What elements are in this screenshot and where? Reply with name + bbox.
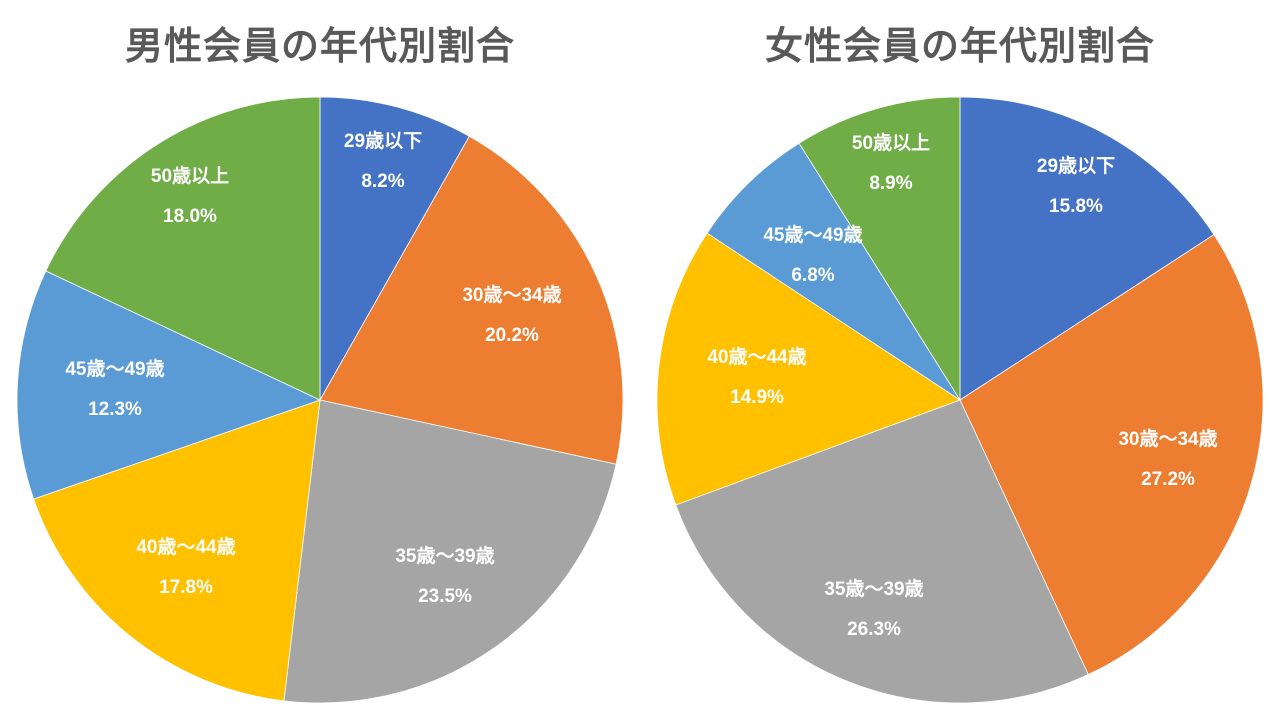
pie-slice-45-49 — [16, 270, 322, 500]
female-label-50-over: 50歳以上 8.9% — [852, 124, 930, 204]
slice-category: 29歳以下 — [343, 131, 423, 152]
slice-value: 6.8% — [791, 265, 835, 286]
slice-category: 35歳～39歳 — [824, 579, 924, 600]
slice-category: 40歳～44歳 — [136, 537, 236, 558]
female-pie-chart: 女性会員の年代別割合 29歳以下 15.8% 30歳～34歳 27.2% 35歳～3… — [640, 0, 1280, 720]
slice-value: 23.5% — [418, 586, 472, 607]
slice-value: 18.0% — [163, 206, 217, 227]
slice-category: 45歳～49歳 — [65, 359, 165, 380]
slice-category: 45歳～49歳 — [763, 225, 863, 246]
pie-slice-29 — [319, 96, 470, 402]
slice-category: 35歳～39歳 — [395, 546, 495, 567]
slice-value: 8.9% — [869, 173, 913, 194]
female-label-40-44: 40歳～44歳 14.9% — [707, 338, 806, 418]
pie-slice-29 — [959, 96, 1215, 401]
pie-slice-35-39 — [675, 399, 1089, 704]
pie-slice-50 — [45, 96, 321, 401]
pie-slice-50 — [798, 96, 961, 402]
slice-category: 40歳～44歳 — [707, 347, 807, 368]
slice-value: 8.2% — [361, 171, 405, 192]
slice-value: 12.3% — [88, 399, 142, 420]
slice-value: 27.2% — [1141, 469, 1195, 490]
male-label-35-39: 35歳～39歳 23.5% — [395, 537, 494, 617]
pie-slice-40-44 — [656, 232, 961, 506]
slice-category: 30歳～34歳 — [462, 285, 562, 306]
slice-value: 20.2% — [485, 325, 539, 346]
female-pie-svg — [656, 96, 1264, 704]
slice-value: 14.9% — [730, 387, 784, 408]
male-label-50-over: 50歳以上 18.0% — [151, 157, 229, 237]
slice-value: 15.8% — [1049, 196, 1103, 217]
male-label-45-49: 45歳～49歳 12.3% — [65, 350, 164, 430]
pie-slice-30-34 — [319, 135, 624, 465]
slice-category: 50歳以上 — [150, 166, 230, 187]
male-label-29-under: 29歳以下 8.2% — [344, 122, 422, 202]
pie-slice-40-44 — [33, 399, 321, 702]
male-label-40-44: 40歳～44歳 17.8% — [136, 528, 235, 608]
female-label-45-49: 45歳～49歳 6.8% — [763, 216, 862, 296]
slice-category: 50歳以上 — [851, 133, 931, 154]
female-chart-title: 女性会員の年代別割合 — [764, 24, 1155, 68]
male-chart-title: 男性会員の年代別割合 — [124, 24, 515, 68]
male-pie-svg — [16, 96, 624, 704]
pie-slice-30-34 — [959, 234, 1264, 676]
pie-slice-35-39 — [283, 399, 617, 704]
slice-category: 30歳～34歳 — [1118, 429, 1218, 450]
slice-value: 26.3% — [847, 619, 901, 640]
female-label-30-34: 30歳～34歳 27.2% — [1118, 420, 1217, 500]
female-label-29-under: 29歳以下 15.8% — [1037, 147, 1115, 227]
male-label-30-34: 30歳～34歳 20.2% — [462, 276, 561, 356]
slice-value: 17.8% — [159, 577, 213, 598]
female-label-35-39: 35歳～39歳 26.3% — [824, 570, 923, 650]
slice-category: 29歳以下 — [1036, 156, 1116, 177]
pie-slice-45-49 — [706, 142, 961, 401]
male-pie-chart: 男性会員の年代別割合 29歳以下 8.2% 30歳～34歳 20.2% 35歳～39… — [16, 24, 624, 704]
